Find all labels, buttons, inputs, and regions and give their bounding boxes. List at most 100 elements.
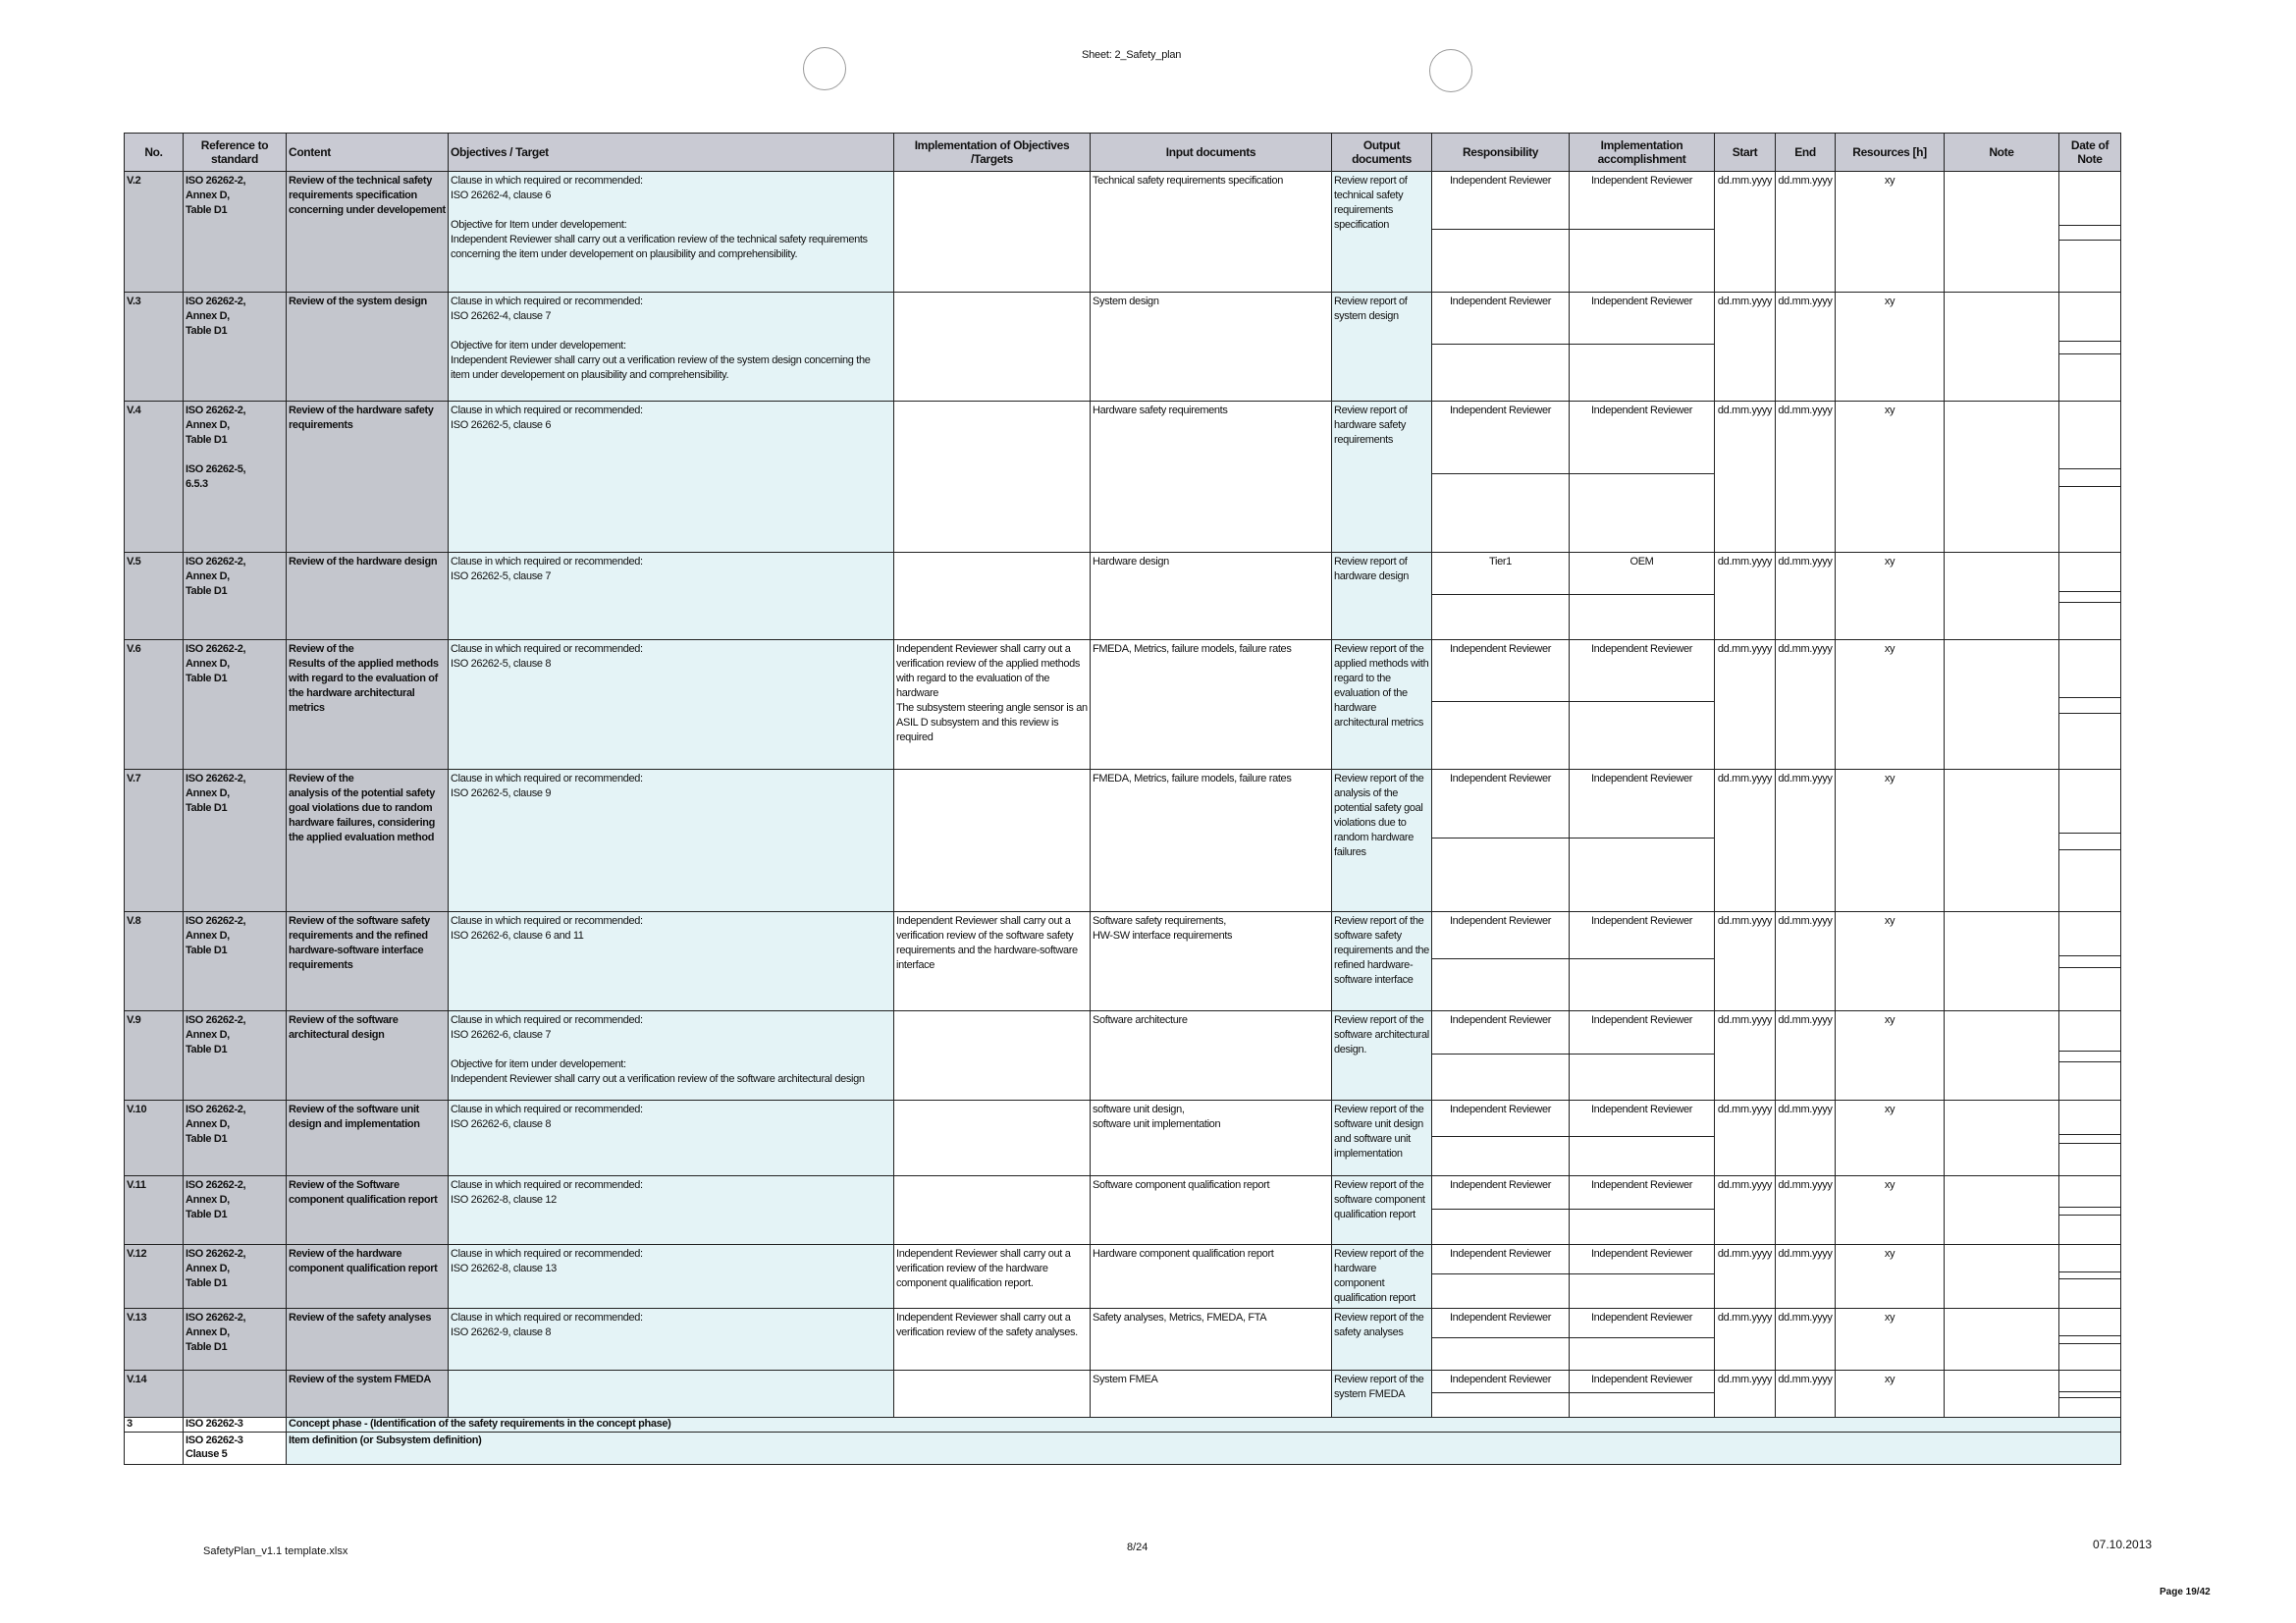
objectives-cell[interactable]: Clause in which required or recommended:… xyxy=(448,1010,894,1101)
end-date-cell[interactable]: dd.mm.yyyy xyxy=(1775,171,1836,293)
resources-cell[interactable]: xy xyxy=(1835,769,1945,912)
resources-cell[interactable]: xy xyxy=(1835,1100,1945,1176)
date-of-note-cell[interactable] xyxy=(2058,1175,2121,1245)
end-date-cell[interactable]: dd.mm.yyyy xyxy=(1775,1175,1836,1245)
input-documents-cell[interactable]: Software architecture xyxy=(1090,1010,1332,1101)
start-date-cell[interactable]: dd.mm.yyyy xyxy=(1714,1100,1776,1176)
responsibility-cell[interactable]: Independent Reviewer xyxy=(1431,639,1570,770)
resources-cell[interactable]: xy xyxy=(1835,1010,1945,1101)
input-documents-cell[interactable]: Hardware design xyxy=(1090,552,1332,640)
responsibility-cell[interactable]: Independent Reviewer xyxy=(1431,1100,1570,1176)
input-documents-cell[interactable]: Safety analyses, Metrics, FMEDA, FTA xyxy=(1090,1308,1332,1371)
start-date-cell[interactable]: dd.mm.yyyy xyxy=(1714,1244,1776,1309)
input-documents-cell[interactable]: Technical safety requirements specificat… xyxy=(1090,171,1332,293)
output-documents-cell[interactable]: Review report of hardware design xyxy=(1331,552,1432,640)
resources-cell[interactable]: xy xyxy=(1835,401,1945,553)
end-date-cell[interactable]: dd.mm.yyyy xyxy=(1775,911,1836,1011)
output-documents-cell[interactable]: Review report of the analysis of the pot… xyxy=(1331,769,1432,912)
date-of-note-cell[interactable] xyxy=(2058,911,2121,1011)
implementation-cell[interactable] xyxy=(893,401,1091,553)
resources-cell[interactable]: xy xyxy=(1835,639,1945,770)
end-date-cell[interactable]: dd.mm.yyyy xyxy=(1775,1308,1836,1371)
objectives-cell[interactable]: Clause in which required or recommended:… xyxy=(448,1244,894,1309)
implementation-cell[interactable]: Independent Reviewer shall carry out a v… xyxy=(893,911,1091,1011)
end-date-cell[interactable]: dd.mm.yyyy xyxy=(1775,1100,1836,1176)
accomplishment-cell[interactable]: Independent Reviewer xyxy=(1569,1010,1715,1101)
objectives-cell[interactable]: Clause in which required or recommended:… xyxy=(448,1308,894,1371)
responsibility-cell[interactable]: Independent Reviewer xyxy=(1431,171,1570,293)
implementation-cell[interactable] xyxy=(893,171,1091,293)
accomplishment-cell[interactable]: Independent Reviewer xyxy=(1569,292,1715,402)
output-documents-cell[interactable]: Review report of the system FMEDA xyxy=(1331,1370,1432,1418)
implementation-cell[interactable]: Independent Reviewer shall carry out a v… xyxy=(893,1244,1091,1309)
accomplishment-cell[interactable]: Independent Reviewer xyxy=(1569,171,1715,293)
implementation-cell[interactable] xyxy=(893,1100,1091,1176)
end-date-cell[interactable]: dd.mm.yyyy xyxy=(1775,292,1836,402)
note-cell[interactable] xyxy=(1944,292,2059,402)
resources-cell[interactable]: xy xyxy=(1835,1244,1945,1309)
start-date-cell[interactable]: dd.mm.yyyy xyxy=(1714,639,1776,770)
end-date-cell[interactable]: dd.mm.yyyy xyxy=(1775,1370,1836,1418)
date-of-note-cell[interactable] xyxy=(2058,292,2121,402)
start-date-cell[interactable]: dd.mm.yyyy xyxy=(1714,769,1776,912)
note-cell[interactable] xyxy=(1944,639,2059,770)
accomplishment-cell[interactable]: Independent Reviewer xyxy=(1569,1100,1715,1176)
resources-cell[interactable]: xy xyxy=(1835,292,1945,402)
date-of-note-cell[interactable] xyxy=(2058,1370,2121,1418)
implementation-cell[interactable] xyxy=(893,1010,1091,1101)
output-documents-cell[interactable]: Review report of system design xyxy=(1331,292,1432,402)
date-of-note-cell[interactable] xyxy=(2058,1244,2121,1309)
note-cell[interactable] xyxy=(1944,1370,2059,1418)
start-date-cell[interactable]: dd.mm.yyyy xyxy=(1714,911,1776,1011)
objectives-cell[interactable]: Clause in which required or recommended:… xyxy=(448,552,894,640)
date-of-note-cell[interactable] xyxy=(2058,769,2121,912)
input-documents-cell[interactable]: System FMEA xyxy=(1090,1370,1332,1418)
implementation-cell[interactable] xyxy=(893,292,1091,402)
responsibility-cell[interactable]: Independent Reviewer xyxy=(1431,401,1570,553)
note-cell[interactable] xyxy=(1944,401,2059,553)
input-documents-cell[interactable]: Hardware component qualification report xyxy=(1090,1244,1332,1309)
start-date-cell[interactable]: dd.mm.yyyy xyxy=(1714,1175,1776,1245)
objectives-cell[interactable]: Clause in which required or recommended:… xyxy=(448,401,894,553)
end-date-cell[interactable]: dd.mm.yyyy xyxy=(1775,401,1836,553)
date-of-note-cell[interactable] xyxy=(2058,1100,2121,1176)
end-date-cell[interactable]: dd.mm.yyyy xyxy=(1775,639,1836,770)
implementation-cell[interactable] xyxy=(893,1175,1091,1245)
date-of-note-cell[interactable] xyxy=(2058,401,2121,553)
responsibility-cell[interactable]: Independent Reviewer xyxy=(1431,1308,1570,1371)
input-documents-cell[interactable]: FMEDA, Metrics, failure models, failure … xyxy=(1090,769,1332,912)
implementation-cell[interactable]: Independent Reviewer shall carry out a v… xyxy=(893,1308,1091,1371)
date-of-note-cell[interactable] xyxy=(2058,552,2121,640)
responsibility-cell[interactable]: Independent Reviewer xyxy=(1431,1010,1570,1101)
accomplishment-cell[interactable]: Independent Reviewer xyxy=(1569,1308,1715,1371)
end-date-cell[interactable]: dd.mm.yyyy xyxy=(1775,1244,1836,1309)
end-date-cell[interactable]: dd.mm.yyyy xyxy=(1775,769,1836,912)
note-cell[interactable] xyxy=(1944,1010,2059,1101)
resources-cell[interactable]: xy xyxy=(1835,171,1945,293)
implementation-cell[interactable] xyxy=(893,1370,1091,1418)
output-documents-cell[interactable]: Review report of the safety analyses xyxy=(1331,1308,1432,1371)
output-documents-cell[interactable]: Review report of the software architectu… xyxy=(1331,1010,1432,1101)
accomplishment-cell[interactable]: Independent Reviewer xyxy=(1569,911,1715,1011)
objectives-cell[interactable] xyxy=(448,1370,894,1418)
objectives-cell[interactable]: Clause in which required or recommended:… xyxy=(448,1100,894,1176)
output-documents-cell[interactable]: Review report of the software component … xyxy=(1331,1175,1432,1245)
note-cell[interactable] xyxy=(1944,911,2059,1011)
note-cell[interactable] xyxy=(1944,552,2059,640)
accomplishment-cell[interactable]: Independent Reviewer xyxy=(1569,639,1715,770)
date-of-note-cell[interactable] xyxy=(2058,639,2121,770)
output-documents-cell[interactable]: Review report of the software unit desig… xyxy=(1331,1100,1432,1176)
resources-cell[interactable]: xy xyxy=(1835,911,1945,1011)
accomplishment-cell[interactable]: Independent Reviewer xyxy=(1569,769,1715,912)
input-documents-cell[interactable]: System design xyxy=(1090,292,1332,402)
output-documents-cell[interactable]: Review report of hardware safety require… xyxy=(1331,401,1432,553)
output-documents-cell[interactable]: Review report of the hardware component … xyxy=(1331,1244,1432,1309)
implementation-cell[interactable]: Independent Reviewer shall carry out a v… xyxy=(893,639,1091,770)
note-cell[interactable] xyxy=(1944,1244,2059,1309)
start-date-cell[interactable]: dd.mm.yyyy xyxy=(1714,552,1776,640)
accomplishment-cell[interactable]: OEM xyxy=(1569,552,1715,640)
date-of-note-cell[interactable] xyxy=(2058,1308,2121,1371)
start-date-cell[interactable]: dd.mm.yyyy xyxy=(1714,1010,1776,1101)
start-date-cell[interactable]: dd.mm.yyyy xyxy=(1714,401,1776,553)
objectives-cell[interactable]: Clause in which required or recommended:… xyxy=(448,639,894,770)
